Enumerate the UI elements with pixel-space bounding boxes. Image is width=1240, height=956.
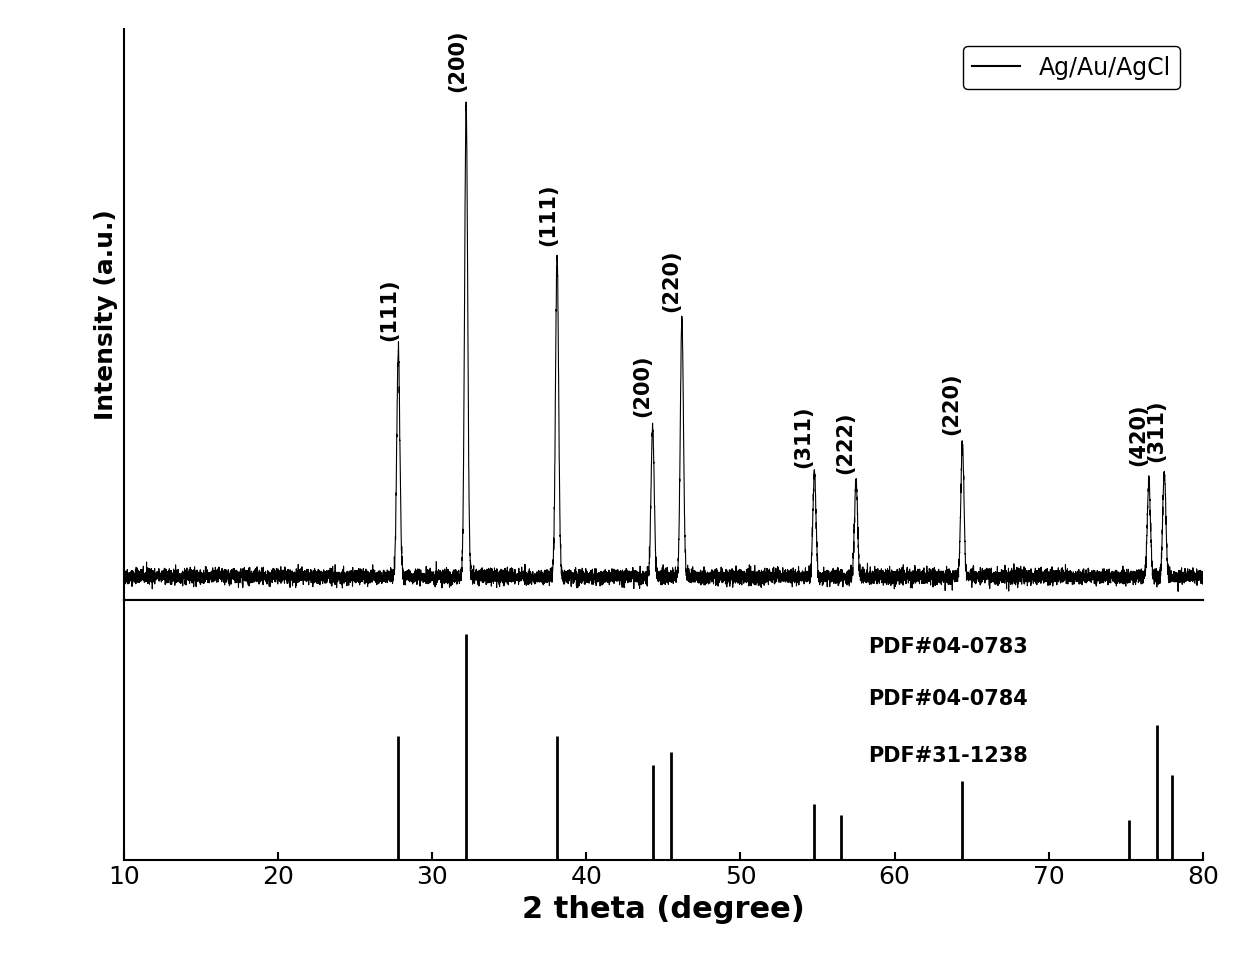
Legend: Ag/Au/AgCl: Ag/Au/AgCl <box>963 46 1180 89</box>
Text: (220): (220) <box>661 250 681 312</box>
Text: (200): (200) <box>446 30 467 92</box>
Text: PDF#04-0783: PDF#04-0783 <box>868 638 1028 658</box>
Text: (420): (420) <box>1128 403 1148 466</box>
Text: PDF#31-1238: PDF#31-1238 <box>868 747 1028 767</box>
Y-axis label: Intensity (a.u.): Intensity (a.u.) <box>94 209 119 420</box>
Text: (111): (111) <box>379 279 399 341</box>
Text: (220): (220) <box>941 373 961 435</box>
X-axis label: 2 theta (degree): 2 theta (degree) <box>522 895 805 923</box>
Text: (200): (200) <box>632 355 652 417</box>
Text: (111): (111) <box>538 184 558 246</box>
Text: (222): (222) <box>836 411 856 474</box>
Text: (311): (311) <box>794 405 813 468</box>
Text: PDF#04-0784: PDF#04-0784 <box>868 689 1028 709</box>
Text: (311): (311) <box>1147 400 1167 462</box>
